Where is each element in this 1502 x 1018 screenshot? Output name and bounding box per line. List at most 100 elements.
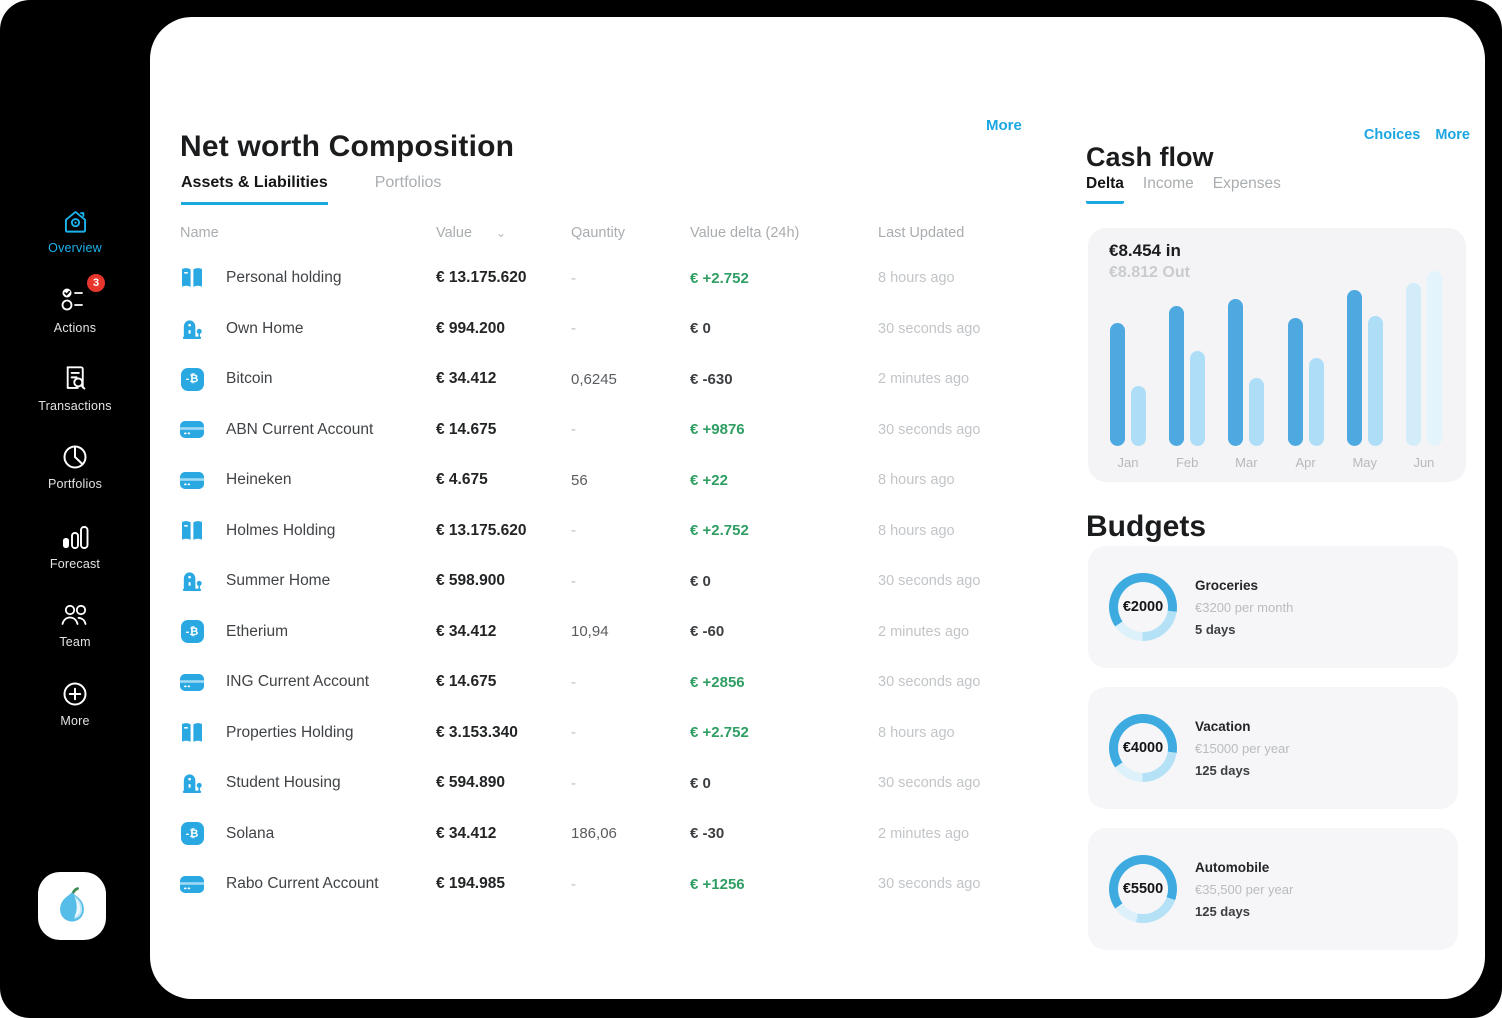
asset-value: € 34.412 xyxy=(436,824,497,842)
table-row[interactable]: Heineken € 4.675 56 € +22 8 hours ago xyxy=(180,455,1020,506)
networth-more-link[interactable]: More xyxy=(986,117,1022,134)
bar-out[interactable] xyxy=(1308,358,1324,446)
asset-quantity: - xyxy=(571,269,576,287)
bar-in[interactable] xyxy=(1405,283,1421,446)
cashflow-links: Choices More xyxy=(1350,127,1470,143)
asset-quantity: - xyxy=(571,724,576,742)
tab-expenses[interactable]: Expenses xyxy=(1212,175,1281,192)
asset-name: Heineken xyxy=(226,471,292,489)
bar-out[interactable] xyxy=(1249,378,1265,446)
cashflow-bars: Jan Feb Mar Apr May Jun xyxy=(1110,266,1442,470)
sidebar-item-team[interactable]: Team xyxy=(0,601,150,649)
asset-last-updated: 8 hours ago xyxy=(878,472,955,489)
bar-in[interactable] xyxy=(1169,306,1185,446)
cashflow-more-link[interactable]: More xyxy=(1435,127,1470,143)
cashflow-out-total: €8.812 Out xyxy=(1109,264,1190,281)
sidebar-item-overview[interactable]: Overview xyxy=(0,208,150,255)
budget-progress-ring: €4000 xyxy=(1109,714,1177,782)
cashflow-month-group: Mar xyxy=(1228,266,1265,470)
table-row[interactable]: Holmes Holding € 13.175.620 - € +2.752 8… xyxy=(180,506,1020,557)
asset-value-delta: € +2.752 xyxy=(690,269,749,287)
asset-last-updated: 2 minutes ago xyxy=(878,371,970,388)
column-last-updated[interactable]: Last Updated xyxy=(878,225,965,241)
table-row[interactable]: Properties Holding € 3.153.340 - € +2.75… xyxy=(180,708,1020,759)
budget-amount: €5500 xyxy=(1118,864,1168,914)
asset-value: € 34.412 xyxy=(436,370,497,388)
table-row[interactable]: ING Current Account € 14.675 - € +2856 3… xyxy=(180,657,1020,708)
sidebar-item-portfolios[interactable]: Portfolios xyxy=(0,443,150,491)
app-logo[interactable] xyxy=(38,872,106,940)
asset-last-updated: 8 hours ago xyxy=(878,270,955,287)
bar-in[interactable] xyxy=(1228,299,1244,446)
sidebar: Overview 3 Actions xyxy=(0,0,150,1018)
choices-link[interactable]: Choices xyxy=(1363,127,1421,143)
tab-income[interactable]: Income xyxy=(1142,175,1194,192)
sidebar-item-label: Portfolios xyxy=(47,477,103,491)
bar-out[interactable] xyxy=(1190,351,1206,446)
table-row[interactable]: ABN Current Account € 14.675 - € +9876 3… xyxy=(180,405,1020,456)
sidebar-item-transactions[interactable]: Transactions xyxy=(0,364,150,413)
budget-rate: €15000 per year xyxy=(1195,740,1290,756)
sidebar-item-forecast[interactable]: Forecast xyxy=(0,524,150,571)
month-label: Jun xyxy=(1413,455,1435,470)
table-row[interactable]: Student Housing € 594.890 - € 0 30 secon… xyxy=(180,758,1020,809)
cashflow-month-group: Jan xyxy=(1110,266,1146,470)
cashflow-month-group: Apr xyxy=(1287,266,1324,470)
asset-last-updated: 30 seconds ago xyxy=(878,674,981,691)
asset-name: Student Housing xyxy=(226,774,341,792)
tab-delta[interactable]: Delta xyxy=(1086,175,1124,204)
asset-quantity: - xyxy=(571,421,576,439)
bar-in[interactable] xyxy=(1110,323,1125,446)
column-quantity[interactable]: Qauntity xyxy=(571,225,625,241)
asset-name: Solana xyxy=(226,824,275,842)
asset-name: Personal holding xyxy=(226,269,342,287)
table-row[interactable]: -₿ Solana € 34.412 186,06 € -30 2 minute… xyxy=(180,809,1020,860)
table-row[interactable]: Rabo Current Account € 194.985 - € +1256… xyxy=(180,859,1020,910)
sidebar-item-more[interactable]: More xyxy=(0,680,150,728)
bar-in[interactable] xyxy=(1346,290,1362,446)
people-icon xyxy=(59,601,91,629)
sort-chevron-icon[interactable]: ⌄ xyxy=(496,226,507,240)
bar-out[interactable] xyxy=(1367,316,1383,446)
plus-circle-icon xyxy=(61,680,89,708)
column-name[interactable]: Name xyxy=(180,225,219,241)
bar-out[interactable] xyxy=(1131,386,1146,446)
month-label: Jan xyxy=(1117,455,1139,470)
asset-name: Etherium xyxy=(226,622,289,640)
property-house-icon xyxy=(182,572,202,592)
asset-name: Holmes Holding xyxy=(226,521,336,539)
asset-quantity: 0,6245 xyxy=(571,370,617,388)
bar-in[interactable] xyxy=(1287,318,1303,446)
asset-name: Rabo Current Account xyxy=(226,875,379,893)
budget-amount: €2000 xyxy=(1118,582,1168,632)
cashflow-chart-card[interactable]: €8.454 in €8.812 Out Jan Feb Mar Apr May xyxy=(1088,228,1466,482)
asset-last-updated: 30 seconds ago xyxy=(878,775,981,792)
budget-card[interactable]: €4000 Vacation €15000 per year 125 days xyxy=(1088,687,1458,809)
budget-name: Automobile xyxy=(1195,859,1270,875)
property-house-icon xyxy=(182,320,202,339)
budgets-title: Budgets xyxy=(1086,509,1206,543)
bar-out[interactable] xyxy=(1426,271,1442,446)
budget-card[interactable]: €5500 Automobile €35,500 per year 125 da… xyxy=(1088,828,1458,950)
table-row[interactable]: Personal holding € 13.175.620 - € +2.752… xyxy=(180,253,1020,304)
table-row[interactable]: Own Home € 994.200 - € 0 30 seconds ago xyxy=(180,304,1020,355)
asset-value-delta: € -630 xyxy=(690,370,733,388)
holding-book-icon xyxy=(182,722,202,742)
tab-portfolios[interactable]: Portfolios xyxy=(374,174,442,191)
asset-value-delta: € +1256 xyxy=(690,875,745,893)
holding-book-icon xyxy=(182,520,202,540)
table-row[interactable]: -₿ Bitcoin € 34.412 0,6245 € -630 2 minu… xyxy=(180,354,1020,405)
page-title: Net worth Composition xyxy=(180,130,515,164)
column-value[interactable]: Value ⌄ xyxy=(436,225,507,241)
table-row[interactable]: -₿ Etherium € 34.412 10,94 € -60 2 minut… xyxy=(180,607,1020,658)
budget-progress-ring: €5500 xyxy=(1109,855,1177,923)
column-value-delta[interactable]: Value delta (24h) xyxy=(690,225,800,241)
asset-last-updated: 30 seconds ago xyxy=(878,320,981,337)
sidebar-item-actions[interactable]: 3 Actions xyxy=(0,274,150,335)
asset-value: € 13.175.620 xyxy=(436,521,527,539)
budget-card[interactable]: €2000 Groceries €3200 per month 5 days xyxy=(1088,546,1458,668)
table-row[interactable]: Summer Home € 598.900 - € 0 30 seconds a… xyxy=(180,556,1020,607)
tab-assets-liabilities[interactable]: Assets & Liabilities xyxy=(181,174,328,205)
holding-book-icon xyxy=(182,268,202,288)
asset-value-delta: € +2.752 xyxy=(690,522,749,540)
